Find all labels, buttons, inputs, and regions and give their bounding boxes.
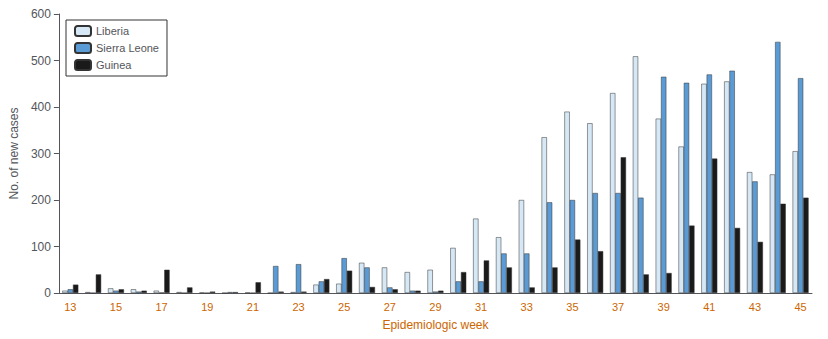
svg-text:45: 45 bbox=[794, 301, 806, 313]
svg-text:29: 29 bbox=[429, 301, 441, 313]
svg-text:100: 100 bbox=[31, 240, 51, 254]
svg-text:200: 200 bbox=[31, 193, 51, 207]
svg-text:15: 15 bbox=[110, 301, 122, 313]
svg-text:39: 39 bbox=[658, 301, 670, 313]
svg-text:600: 600 bbox=[31, 7, 51, 21]
svg-text:0: 0 bbox=[44, 286, 51, 300]
svg-text:31: 31 bbox=[475, 301, 487, 313]
svg-text:300: 300 bbox=[31, 147, 51, 161]
svg-text:33: 33 bbox=[521, 301, 533, 313]
svg-text:21: 21 bbox=[247, 301, 259, 313]
svg-text:Epidemiologic week: Epidemiologic week bbox=[382, 318, 489, 332]
svg-text:Liberia: Liberia bbox=[96, 25, 130, 37]
svg-text:17: 17 bbox=[155, 301, 167, 313]
svg-text:25: 25 bbox=[338, 301, 350, 313]
svg-text:19: 19 bbox=[201, 301, 213, 313]
svg-text:500: 500 bbox=[31, 54, 51, 68]
svg-text:Guinea: Guinea bbox=[96, 59, 132, 71]
svg-text:23: 23 bbox=[292, 301, 304, 313]
svg-text:Sierra Leone: Sierra Leone bbox=[96, 42, 159, 54]
svg-text:37: 37 bbox=[612, 301, 624, 313]
svg-text:43: 43 bbox=[749, 301, 761, 313]
svg-text:27: 27 bbox=[384, 301, 396, 313]
svg-text:41: 41 bbox=[703, 301, 715, 313]
svg-text:35: 35 bbox=[566, 301, 578, 313]
svg-text:No. of new cases: No. of new cases bbox=[7, 107, 21, 199]
svg-text:400: 400 bbox=[31, 100, 51, 114]
svg-text:13: 13 bbox=[64, 301, 76, 313]
